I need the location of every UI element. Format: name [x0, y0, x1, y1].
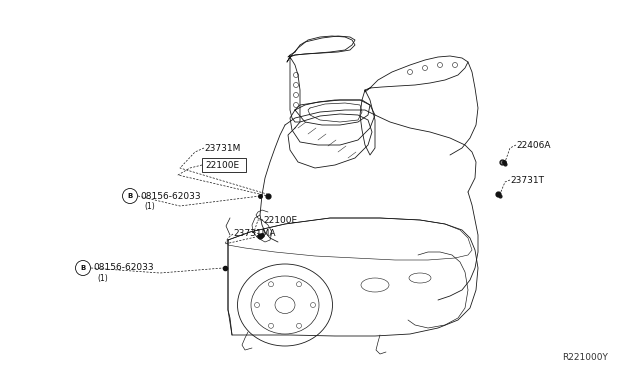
Text: 08156-62033: 08156-62033	[93, 263, 154, 273]
Text: B: B	[81, 265, 86, 271]
Text: 22100E: 22100E	[263, 215, 297, 224]
Text: B: B	[127, 193, 132, 199]
Text: 22100E: 22100E	[205, 160, 239, 170]
Text: 08156-62033: 08156-62033	[140, 192, 200, 201]
Text: R221000Y: R221000Y	[562, 353, 608, 362]
Text: 23731M: 23731M	[204, 144, 241, 153]
Text: 23731T: 23731T	[510, 176, 544, 185]
FancyBboxPatch shape	[202, 158, 246, 172]
Text: (1): (1)	[144, 202, 155, 211]
Text: (1): (1)	[97, 273, 108, 282]
Text: 22406A: 22406A	[516, 141, 550, 150]
Text: 23731MA: 23731MA	[233, 228, 275, 237]
